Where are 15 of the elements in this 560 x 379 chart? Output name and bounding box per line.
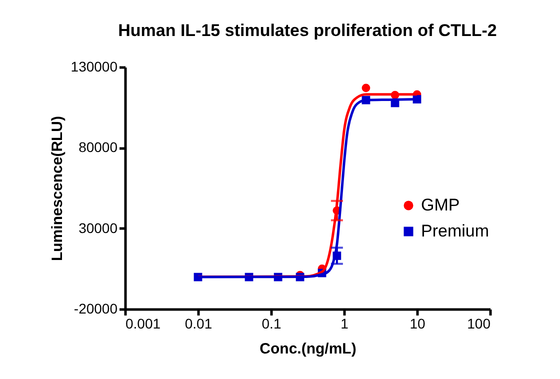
x-tick-label: 0.001 [126, 316, 161, 332]
y-tick-label: 80000 [78, 139, 118, 156]
y-tick-label: 130000 [70, 58, 118, 74]
x-tick-label: 1 [340, 316, 349, 332]
x-tick-label: 10 [410, 316, 426, 332]
chart-title: Human IL-15 stimulates proliferation of CTLL-2 [118, 21, 497, 40]
x-axis-title: Conc.(ng/mL) [260, 340, 356, 358]
x-tick-label: 0.1 [262, 316, 282, 332]
legend-label: GMP [421, 196, 460, 214]
x-tick-label: 100 [467, 316, 491, 332]
y-tick-label: -20000 [74, 300, 118, 316]
x-tick-label: 0.01 [184, 316, 212, 332]
legend-label: Premium [421, 222, 490, 240]
y-axis-title: Luminescence(RLU) [48, 116, 66, 262]
y-tick-label: 30000 [78, 220, 118, 236]
